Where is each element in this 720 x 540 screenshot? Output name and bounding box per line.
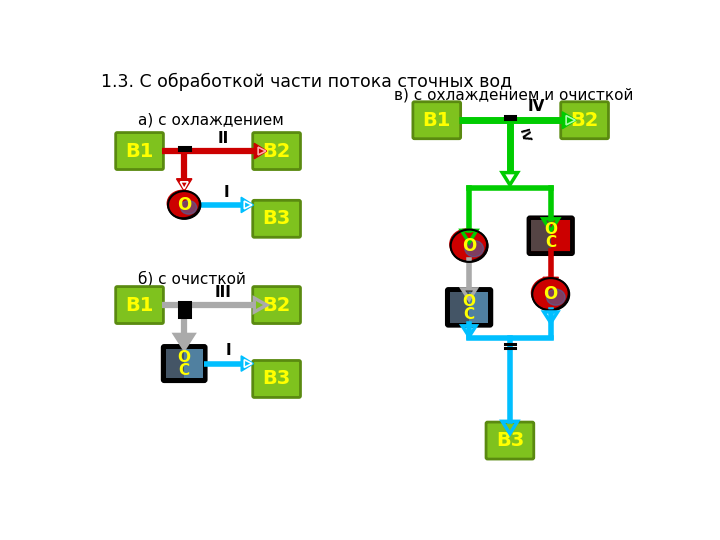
FancyBboxPatch shape: [531, 220, 551, 251]
Text: III: III: [215, 285, 232, 300]
Text: а) с охлаждением: а) с охлаждением: [138, 112, 284, 127]
FancyBboxPatch shape: [486, 422, 534, 459]
FancyBboxPatch shape: [166, 349, 184, 378]
Ellipse shape: [451, 230, 487, 262]
Text: О: О: [544, 285, 558, 303]
Text: В1: В1: [125, 295, 154, 314]
Polygon shape: [562, 112, 576, 129]
Text: О: О: [463, 294, 476, 309]
FancyBboxPatch shape: [561, 102, 608, 139]
Ellipse shape: [531, 278, 567, 308]
Polygon shape: [176, 179, 192, 191]
Ellipse shape: [168, 191, 200, 219]
Text: В3: В3: [496, 431, 524, 450]
Text: В2: В2: [262, 295, 291, 314]
FancyBboxPatch shape: [116, 287, 163, 323]
FancyBboxPatch shape: [184, 349, 203, 378]
Text: О: О: [177, 196, 192, 214]
Ellipse shape: [167, 190, 198, 217]
Text: II: II: [217, 131, 229, 146]
Ellipse shape: [181, 201, 197, 214]
Polygon shape: [241, 356, 253, 372]
FancyBboxPatch shape: [253, 287, 300, 323]
Text: С: С: [464, 307, 474, 322]
FancyBboxPatch shape: [253, 361, 300, 397]
FancyBboxPatch shape: [450, 292, 469, 323]
Text: I: I: [224, 185, 230, 200]
FancyBboxPatch shape: [446, 288, 492, 327]
Text: О: О: [462, 237, 476, 255]
Polygon shape: [543, 278, 559, 289]
Text: IV: IV: [528, 99, 545, 114]
Ellipse shape: [546, 289, 565, 305]
Text: В3: В3: [263, 369, 291, 388]
Text: В3: В3: [263, 210, 291, 228]
Text: IV: IV: [516, 127, 532, 144]
FancyBboxPatch shape: [413, 102, 461, 139]
Text: В1: В1: [125, 141, 154, 160]
FancyBboxPatch shape: [469, 292, 488, 323]
FancyBboxPatch shape: [116, 132, 163, 170]
Text: С: С: [545, 235, 557, 250]
Text: В1: В1: [423, 111, 451, 130]
Text: В2: В2: [262, 141, 291, 160]
Polygon shape: [254, 143, 266, 159]
Ellipse shape: [465, 241, 484, 256]
FancyBboxPatch shape: [551, 220, 570, 251]
FancyBboxPatch shape: [528, 217, 574, 255]
Polygon shape: [241, 197, 253, 213]
Text: С: С: [179, 363, 190, 378]
Text: В2: В2: [570, 111, 599, 130]
Text: в) с охлаждением и очисткой: в) с охлаждением и очисткой: [394, 88, 633, 103]
Text: О: О: [544, 222, 557, 237]
Text: 1.3. С обработкой части потока сточных вод: 1.3. С обработкой части потока сточных в…: [101, 72, 512, 91]
Text: I: I: [226, 343, 232, 358]
FancyBboxPatch shape: [253, 132, 300, 170]
Text: б) с очисткой: б) с очисткой: [138, 271, 246, 287]
Text: О: О: [178, 350, 191, 365]
FancyBboxPatch shape: [162, 345, 207, 382]
Ellipse shape: [532, 278, 570, 310]
FancyBboxPatch shape: [253, 200, 300, 237]
Ellipse shape: [450, 229, 485, 260]
